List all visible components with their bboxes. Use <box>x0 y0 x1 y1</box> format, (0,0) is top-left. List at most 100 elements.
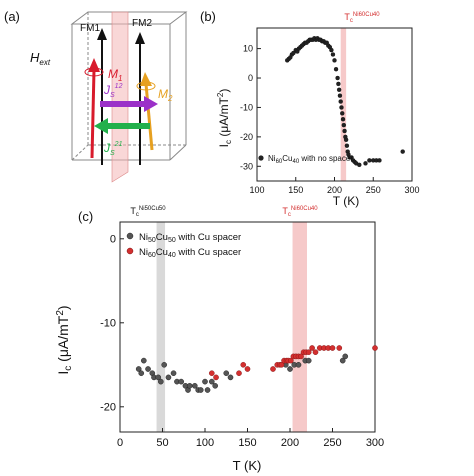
chart-b-band-label: TcNi60Cu40 <box>344 12 380 24</box>
m1-precession-ring <box>84 67 104 77</box>
y-tick-label: 0 <box>110 234 116 246</box>
data-point-series-1 <box>336 81 341 87</box>
data-point-series-2 <box>372 345 378 351</box>
data-point-series-2 <box>270 366 276 372</box>
data-point-series-1 <box>340 117 346 122</box>
data-point-series-2 <box>278 361 285 368</box>
data-point-series-1 <box>338 99 343 104</box>
x-tick-label: 300 <box>366 437 384 449</box>
data-point-series-2 <box>305 349 312 356</box>
data-point-series-1 <box>161 361 167 368</box>
y-tick-label: -30 <box>240 161 253 171</box>
data-point-series-1 <box>330 52 336 57</box>
data-point-series-1 <box>400 149 405 154</box>
data-point-series-2 <box>208 370 215 377</box>
data-point-series-1 <box>140 357 147 364</box>
js21-arrow-head <box>94 118 108 134</box>
data-point-series-1 <box>145 366 151 372</box>
y-tick-label: 0 <box>248 73 253 83</box>
js12-arrow-head <box>144 96 158 112</box>
y-tick-label: -20 <box>100 402 116 414</box>
chart-c-xlabel: T (K) <box>233 458 262 473</box>
panel-label-a: (a) <box>4 9 20 24</box>
data-point-series-1 <box>138 370 145 377</box>
data-point-series-1 <box>339 105 344 110</box>
y-tick-label: 10 <box>243 44 253 54</box>
data-point-series-1 <box>367 158 372 163</box>
chart-b: 100 150 200 250 300 -30 -20 -10 0 10 <box>240 27 420 195</box>
data-point-series-2 <box>244 366 251 372</box>
chart-b-legend: Ni60Cu40 with no spacer <box>258 154 353 165</box>
data-point-series-1 <box>295 361 302 368</box>
data-point-series-1 <box>186 382 193 389</box>
data-point-series-1 <box>191 382 198 389</box>
data-point-series-1 <box>363 161 368 166</box>
chart-c-ylabel: Ic (μA/mT2) <box>55 305 74 374</box>
data-point-series-2 <box>298 353 304 360</box>
layer-label-fm1: FM1 <box>80 23 100 34</box>
data-point-series-1 <box>223 370 230 377</box>
data-point-series-1 <box>357 162 362 168</box>
m2-arrow-head <box>140 72 152 86</box>
panel-label-c: (c) <box>78 209 93 224</box>
chart-b-ylabel: Ic (μA/mT2) <box>216 89 233 148</box>
data-point-series-1 <box>155 374 162 381</box>
panel-b: (b) 100 150 200 250 300 -30 -20 -10 0 10 Ic (μA/m… <box>200 9 420 208</box>
highlight-band-2 <box>292 222 307 432</box>
data-point-series-1 <box>341 122 346 128</box>
data-point-series-1 <box>212 382 218 389</box>
data-point-series-1 <box>287 366 293 372</box>
x-tick-label: 200 <box>281 437 299 449</box>
field-arrow-head <box>97 28 107 40</box>
data-point-series-1 <box>342 128 347 134</box>
chart-c-legend-label-2: Ni60Cu40 with Cu spacer <box>139 247 241 259</box>
m1-arrow-head <box>88 58 100 72</box>
data-point-series-2 <box>329 345 336 351</box>
panel-c: (c) 0 50 100 150 200 250 300 -20 -10 0 Ic (μA/mT2… <box>55 206 384 473</box>
data-point-series-1 <box>344 143 350 148</box>
chart-c-legend: Ni50Cu50 with Cu spacer Ni60Cu40 with Cu… <box>126 232 241 259</box>
data-point-series-1 <box>337 93 343 98</box>
m2-arrow <box>144 83 154 151</box>
data-point-series-1 <box>336 87 342 92</box>
x-tick-label: 250 <box>366 185 381 195</box>
chart-b-legend-label: Ni60Cu40 with no spacer <box>268 154 353 165</box>
js21-label: JS21 <box>103 141 123 157</box>
m1-label: M1 <box>108 67 122 83</box>
field-label: Hext <box>30 50 51 67</box>
data-point-series-1 <box>170 370 177 377</box>
m2-precession-ring <box>136 81 156 91</box>
chart-c: 0 50 100 150 200 250 300 -20 -10 0 <box>100 221 384 449</box>
y-tick-label: -20 <box>240 132 253 142</box>
data-point-series-2 <box>288 357 294 364</box>
data-point-series-2 <box>213 374 219 381</box>
data-point-series-1 <box>340 111 345 116</box>
x-tick-label: 250 <box>323 437 341 449</box>
data-point-series-2 <box>240 361 247 368</box>
data-point-series-1 <box>343 137 349 143</box>
x-tick-label: 100 <box>196 437 214 449</box>
data-point-series-2 <box>236 370 242 377</box>
data-point-series-1 <box>178 378 184 385</box>
data-point-series-1 <box>208 378 215 385</box>
chart-c-legend-marker-1 <box>126 232 134 240</box>
data-point-series-1 <box>342 353 349 360</box>
panel-label-b: (b) <box>200 9 216 24</box>
x-tick-label: 200 <box>327 185 342 195</box>
x-tick-label: 150 <box>238 437 256 449</box>
chart-c-band-label-2: TcNi60Cu40 <box>282 206 318 218</box>
data-point-series-1 <box>227 374 234 381</box>
x-tick-label: 300 <box>404 185 419 195</box>
chart-c-legend-label-1: Ni50Cu50 with Cu spacer <box>139 232 241 244</box>
x-tick-label: 0 <box>117 437 123 449</box>
data-point-series-1 <box>157 378 164 385</box>
field-arrow-2-head <box>135 32 145 44</box>
sample-box <box>70 11 188 161</box>
m2-label: M2 <box>158 87 173 103</box>
data-point-series-1 <box>291 50 296 56</box>
x-tick-label: 50 <box>156 437 168 449</box>
data-point-series-1 <box>135 366 142 372</box>
data-point-series-2 <box>336 345 343 351</box>
layer-label-fm2: FM2 <box>132 18 152 29</box>
